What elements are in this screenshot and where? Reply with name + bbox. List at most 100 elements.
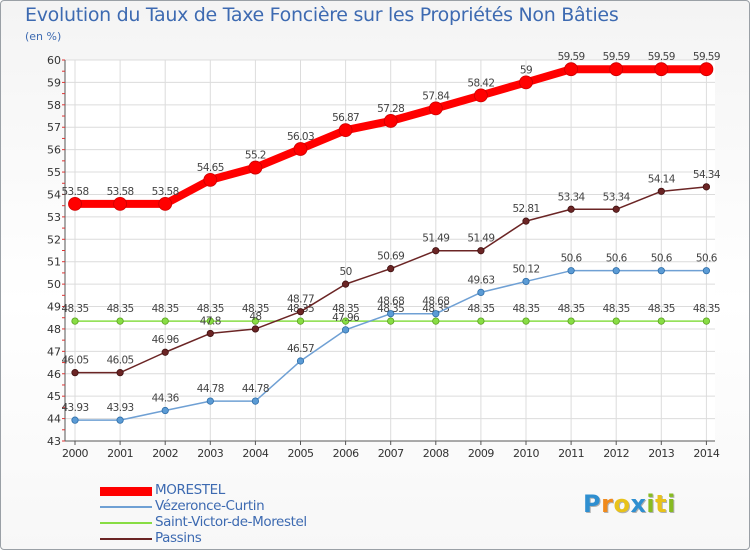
y-tick-label: 59 bbox=[47, 76, 61, 89]
y-tick-label: 49 bbox=[47, 301, 61, 314]
data-point bbox=[251, 317, 259, 325]
data-label: 53.34 bbox=[558, 191, 586, 203]
x-tick-label: 2009 bbox=[468, 447, 494, 460]
data-point bbox=[341, 326, 350, 334]
data-point bbox=[116, 317, 124, 325]
y-tick-label: 44 bbox=[47, 413, 61, 426]
data-label: 53.34 bbox=[603, 191, 631, 203]
data-point bbox=[206, 397, 214, 405]
data-label: 51.49 bbox=[467, 233, 494, 245]
data-point bbox=[522, 277, 530, 286]
data-label: 50.6 bbox=[561, 253, 583, 265]
x-tick-label: 2000 bbox=[62, 447, 88, 460]
data-point bbox=[203, 173, 218, 187]
data-label: 48.68 bbox=[377, 296, 404, 308]
data-point bbox=[68, 196, 82, 211]
data-point bbox=[477, 247, 485, 255]
x-tick-label: 2011 bbox=[558, 447, 584, 460]
y-tick-label: 55 bbox=[47, 166, 61, 179]
data-label: 50.69 bbox=[377, 251, 404, 263]
y-tick-label: 46 bbox=[47, 368, 61, 381]
y-tick-label: 52 bbox=[47, 233, 61, 246]
data-point bbox=[161, 348, 169, 356]
data-point bbox=[567, 317, 575, 325]
data-point bbox=[387, 265, 395, 273]
series-morestel: 53.58 53.58 53.58 54.65 55.2 56.03 56.87 57.28 5… bbox=[61, 51, 721, 211]
data-point bbox=[387, 310, 395, 318]
data-point bbox=[567, 267, 575, 275]
data-label: 59.59 bbox=[558, 51, 585, 63]
data-point bbox=[702, 183, 711, 191]
data-point bbox=[116, 369, 124, 377]
data-label: 48.35 bbox=[467, 303, 494, 315]
data-label: 51.49 bbox=[422, 233, 449, 245]
data-label: 48.35 bbox=[61, 303, 88, 315]
data-label: 50.6 bbox=[651, 253, 673, 265]
logo-letter: x bbox=[630, 490, 647, 518]
data-point bbox=[206, 317, 214, 325]
data-point bbox=[293, 142, 308, 156]
data-point bbox=[612, 205, 620, 213]
data-point bbox=[341, 317, 350, 325]
legend-label: Passins bbox=[155, 530, 202, 546]
y-tick-label: 47 bbox=[47, 345, 61, 358]
data-label: 48.35 bbox=[197, 303, 224, 315]
data-point bbox=[387, 317, 395, 325]
data-point bbox=[248, 160, 263, 175]
data-label: 59.59 bbox=[648, 51, 675, 63]
y-tick-label: 50 bbox=[47, 278, 61, 291]
data-label: 56.87 bbox=[332, 112, 359, 124]
data-label: 59 bbox=[520, 64, 532, 76]
data-point bbox=[338, 123, 353, 138]
legend-swatch bbox=[100, 522, 152, 524]
legend-swatch bbox=[100, 506, 152, 508]
data-label: 54.14 bbox=[648, 173, 676, 185]
data-point bbox=[657, 187, 665, 195]
data-label: 57.84 bbox=[422, 90, 450, 102]
series-vezeronce-curtin: 43.93 43.93 44.36 44.78 44.78 46.57 47.96 48.68… bbox=[61, 253, 718, 424]
legend-label: Vézeronce-Curtin bbox=[155, 498, 265, 514]
x-tick-label: 2013 bbox=[648, 447, 674, 460]
data-point bbox=[564, 62, 578, 77]
data-label: 46.05 bbox=[107, 355, 134, 367]
data-label: 52.81 bbox=[512, 203, 539, 215]
logo-letter: P bbox=[583, 490, 602, 518]
logo-letter: r bbox=[601, 490, 614, 518]
data-label: 54.65 bbox=[197, 162, 224, 174]
data-point bbox=[251, 325, 259, 333]
x-tick-label: 2014 bbox=[693, 447, 719, 460]
data-point bbox=[609, 62, 624, 77]
data-point bbox=[206, 329, 214, 338]
data-label: 48.35 bbox=[107, 303, 134, 315]
data-label: 50.6 bbox=[696, 253, 718, 265]
data-label: 48.35 bbox=[242, 303, 269, 315]
data-point bbox=[567, 205, 575, 213]
legend-label: MORESTEL bbox=[155, 482, 225, 498]
data-point bbox=[158, 196, 173, 211]
data-label: 44.78 bbox=[242, 383, 269, 395]
y-tick-label: 43 bbox=[47, 435, 61, 448]
data-label: 44.36 bbox=[152, 393, 180, 405]
y-tick-label: 57 bbox=[47, 121, 61, 134]
x-tick-label: 2010 bbox=[513, 447, 539, 460]
x-tick-label: 2001 bbox=[107, 447, 133, 460]
x-tick-label: 2005 bbox=[288, 447, 314, 460]
data-point bbox=[116, 416, 124, 424]
data-point bbox=[654, 62, 669, 77]
data-point bbox=[432, 310, 440, 318]
data-point bbox=[657, 317, 665, 325]
data-label: 47.96 bbox=[332, 312, 360, 324]
data-point bbox=[428, 101, 443, 116]
legend-swatch bbox=[100, 538, 152, 540]
data-point bbox=[71, 369, 79, 377]
x-tick-label: 2003 bbox=[197, 447, 223, 460]
data-label: 53.58 bbox=[61, 186, 88, 198]
data-point bbox=[702, 267, 711, 275]
data-point bbox=[432, 317, 440, 325]
data-point bbox=[341, 280, 350, 288]
y-tick-label: 51 bbox=[47, 256, 61, 269]
data-label: 48.35 bbox=[377, 303, 404, 315]
data-label: 49.63 bbox=[467, 274, 494, 286]
data-point bbox=[522, 217, 530, 225]
proxiti-logo: Proxiti bbox=[583, 490, 676, 518]
